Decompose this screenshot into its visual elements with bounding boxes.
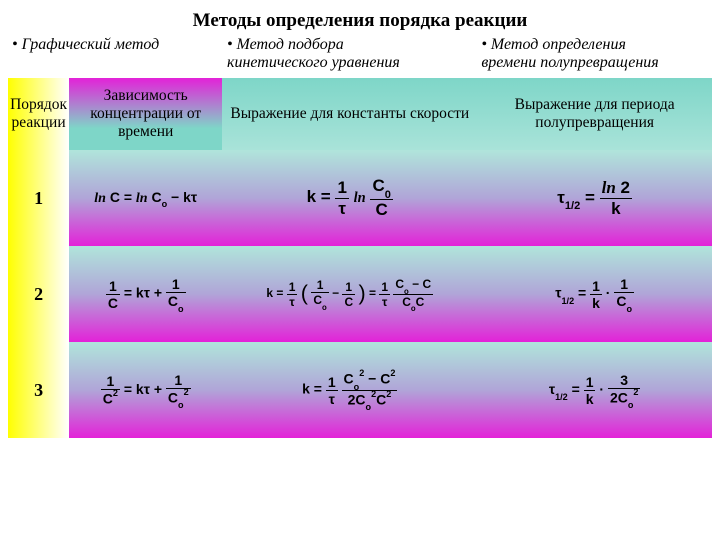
formula-dep-2: 1C = kτ + 1Co xyxy=(106,276,186,312)
formula-half-2: τ1/2 = 1k · 1Co xyxy=(555,276,634,312)
dep-3: 1C2 = kτ + 1Co2 xyxy=(69,342,222,438)
reaction-table: Порядок реакции Зависимость концентрации… xyxy=(8,78,712,438)
table-header-row: Порядок реакции Зависимость концентрации… xyxy=(8,78,712,150)
rate-2: k = 1τ ( 1Co − 1C ) = 1τ Co − CCoC xyxy=(222,246,477,342)
hdr-rate: Выражение для константы скорости xyxy=(222,78,477,150)
order-1: 1 xyxy=(8,150,69,246)
page-title: Методы определения порядка реакции xyxy=(8,10,712,32)
hdr-order: Порядок реакции xyxy=(8,78,69,150)
formula-dep-3: 1C2 = kτ + 1Co2 xyxy=(101,372,191,408)
rate-3: k = 1τ Co2 − C2 2Co2C2 xyxy=(222,342,477,438)
dep-1: ln C = ln Co − kτ xyxy=(69,150,222,246)
half-3: τ1/2 = 1k · 32Co2 xyxy=(477,342,712,438)
formula-rate-1: k = 1τ ln C0C xyxy=(307,176,393,219)
method-halflife: • Метод определения времени полупревраще… xyxy=(477,36,712,72)
formula-rate-2: k = 1τ ( 1Co − 1C ) = 1τ Co − CCoC xyxy=(266,277,433,311)
method-halflife-line1: • Метод определения xyxy=(481,36,626,53)
rate-1: k = 1τ ln C0C xyxy=(222,150,477,246)
table-row: 2 1C = kτ + 1Co k = 1τ ( 1Co − 1C ) = 1τ… xyxy=(8,246,712,342)
order-2: 2 xyxy=(8,246,69,342)
method-graphical: • Графический метод xyxy=(8,36,223,72)
table-row: 3 1C2 = kτ + 1Co2 k = 1τ Co2 − C2 2Co2C2… xyxy=(8,342,712,438)
hdr-half: Выражение для периода полупревращения xyxy=(477,78,712,150)
table-row: 1 ln C = ln Co − kτ k = 1τ ln C0C τ1/2 =… xyxy=(8,150,712,246)
formula-half-3: τ1/2 = 1k · 32Co2 xyxy=(549,372,641,408)
order-3: 3 xyxy=(8,342,69,438)
methods-row: • Графический метод • Метод подбора кине… xyxy=(8,36,712,72)
method-fitting-line2: кинетического уравнения xyxy=(227,54,400,71)
method-fitting-line1: • Метод подбора xyxy=(227,36,344,53)
dep-2: 1C = kτ + 1Co xyxy=(69,246,222,342)
formula-dep-1: ln C = ln Co − kτ xyxy=(94,189,197,208)
half-2: τ1/2 = 1k · 1Co xyxy=(477,246,712,342)
half-1: τ1/2 = ln 2k xyxy=(477,150,712,246)
method-fitting: • Метод подбора кинетического уравнения xyxy=(223,36,477,72)
formula-rate-3: k = 1τ Co2 − C2 2Co2C2 xyxy=(302,370,397,410)
method-halflife-line2: времени полупревращения xyxy=(481,54,658,71)
formula-half-1: τ1/2 = ln 2k xyxy=(557,178,632,219)
hdr-dependence: Зависимость концентрации от времени xyxy=(69,78,222,150)
